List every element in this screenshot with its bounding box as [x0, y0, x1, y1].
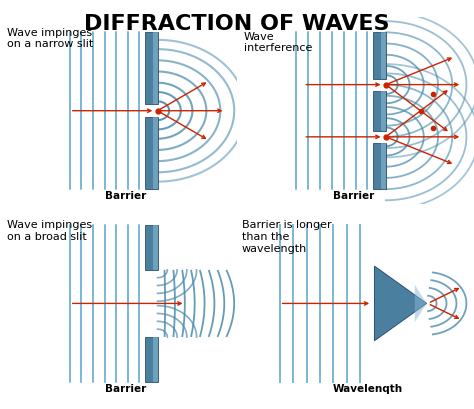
Polygon shape: [153, 225, 157, 270]
Polygon shape: [153, 33, 157, 105]
Polygon shape: [373, 144, 386, 190]
Polygon shape: [145, 33, 157, 105]
Polygon shape: [381, 144, 386, 190]
Polygon shape: [153, 337, 157, 382]
Text: Wavelenqth: Wavelenqth: [332, 383, 402, 393]
Text: Barrier: Barrier: [105, 191, 146, 201]
Text: Barrier: Barrier: [105, 383, 146, 393]
Polygon shape: [374, 267, 427, 341]
Text: Wave impinges
on a broad slit: Wave impinges on a broad slit: [7, 220, 92, 241]
Polygon shape: [145, 118, 157, 190]
Text: Wave
interference: Wave interference: [244, 31, 312, 53]
Polygon shape: [145, 337, 157, 382]
Polygon shape: [381, 33, 386, 79]
Polygon shape: [153, 118, 157, 190]
Polygon shape: [145, 225, 157, 270]
Text: Barrier: Barrier: [332, 191, 374, 201]
Polygon shape: [373, 91, 386, 132]
Text: Barrier is longer
than the
wavelength: Barrier is longer than the wavelength: [242, 220, 331, 253]
Text: DIFFRACTION OF WAVES: DIFFRACTION OF WAVES: [84, 14, 390, 34]
Polygon shape: [381, 91, 386, 132]
Polygon shape: [415, 285, 427, 322]
Polygon shape: [373, 33, 386, 79]
Text: Wave impinges
on a narrow slit: Wave impinges on a narrow slit: [7, 28, 93, 49]
